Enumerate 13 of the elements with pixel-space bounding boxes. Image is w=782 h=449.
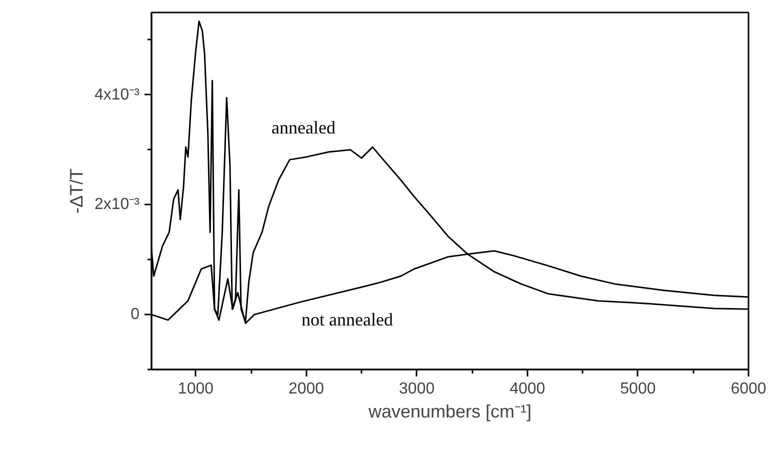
x-tick-label: 1000 bbox=[178, 380, 214, 398]
series-label: annealed bbox=[272, 118, 336, 138]
x-tick-label: 5000 bbox=[620, 380, 656, 398]
y-tick-label: 2x10⁻³ bbox=[94, 196, 140, 214]
x-tick-label: 6000 bbox=[730, 380, 766, 398]
series-label: not annealed bbox=[302, 310, 393, 330]
x-tick-label: 2000 bbox=[288, 380, 324, 398]
x-tick-label: 3000 bbox=[399, 380, 435, 398]
x-axis-title: wavenumbers [cm⁻¹] bbox=[367, 402, 532, 422]
y-axis-title: -ΔT/T bbox=[66, 168, 86, 214]
y-tick-label: 0 bbox=[130, 306, 140, 324]
x-tick-label: 4000 bbox=[510, 380, 546, 398]
y-tick-label: 4x10⁻³ bbox=[94, 86, 140, 104]
